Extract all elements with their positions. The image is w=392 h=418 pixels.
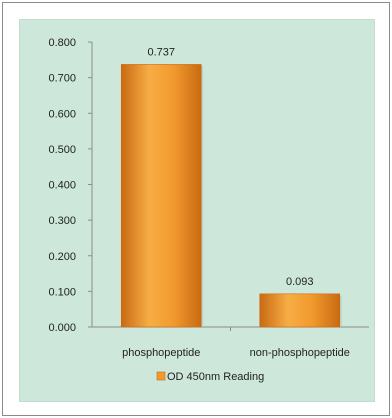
legend-label: OD 450nm Reading <box>167 371 264 383</box>
bar <box>120 64 202 328</box>
legend-swatch <box>156 371 166 381</box>
y-tick-label: 0.600 <box>48 108 76 120</box>
y-tick-label: 0.200 <box>48 251 76 263</box>
bars <box>120 64 342 328</box>
data-label: 0.737 <box>147 46 175 58</box>
labels: 0.737 phosphopeptide 0.093 non-phosphopepti… <box>122 46 350 359</box>
y-tick-label: 0.400 <box>48 180 76 192</box>
data-label: 0.093 <box>286 276 314 288</box>
axes: 0.000 0.100 0.200 0.300 0.400 0.500 0.600 0.700… <box>48 37 369 334</box>
x-tick-label: non-phosphopeptide <box>250 347 350 359</box>
y-tick-label: 0.800 <box>48 37 76 49</box>
y-tick-label: 0.000 <box>48 322 76 334</box>
bar <box>259 293 341 328</box>
y-tick-label: 0.300 <box>48 215 76 227</box>
x-tick-label: phosphopeptide <box>122 347 200 359</box>
y-tick-label: 0.700 <box>48 73 76 85</box>
y-tick-label: 0.500 <box>48 144 76 156</box>
y-tick-label: 0.100 <box>48 286 76 298</box>
legend: OD 450nm Reading <box>156 371 264 383</box>
